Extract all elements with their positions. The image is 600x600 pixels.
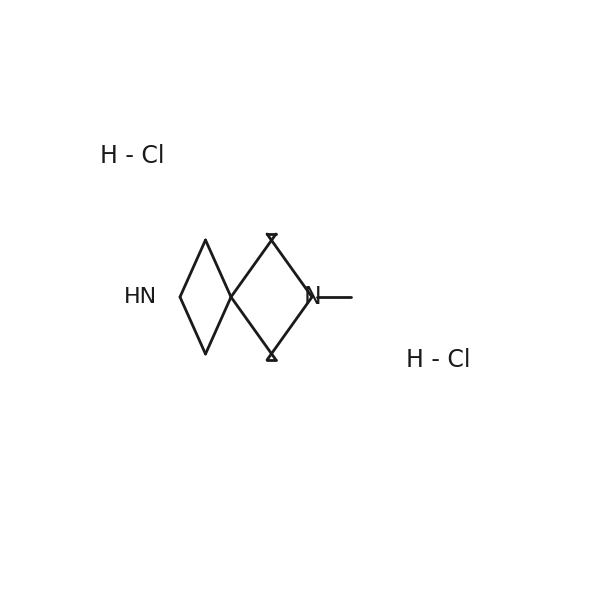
Text: HN: HN [124,287,157,307]
Text: H - Cl: H - Cl [406,348,470,372]
Text: H - Cl: H - Cl [100,144,164,168]
Text: N: N [303,285,321,309]
